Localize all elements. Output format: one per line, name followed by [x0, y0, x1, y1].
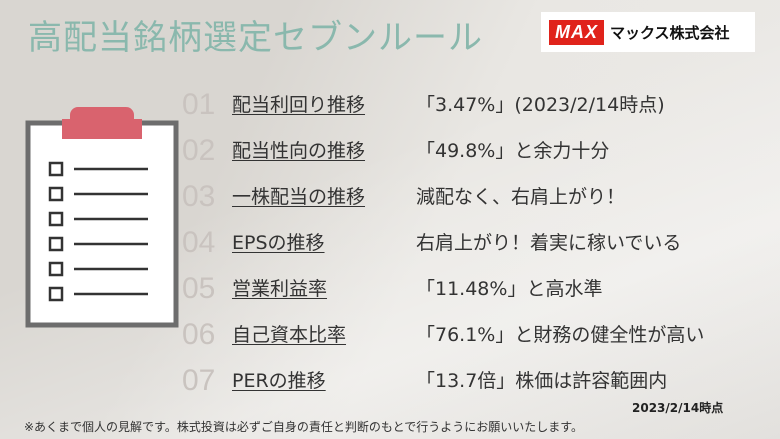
- rule-row-03: 03 一株配当の推移 減配なく、右肩上がり！: [182, 178, 772, 222]
- rule-label: 自己資本比率: [232, 324, 347, 346]
- rule-number: 05: [182, 272, 216, 305]
- rule-row-02: 02 配当性向の推移 「49.8%」と余力十分: [182, 132, 772, 176]
- rule-description: 「76.1%」と財務の健全性が高い: [416, 324, 705, 346]
- logo-mark: MAX: [549, 19, 604, 45]
- clipboard-checklist-icon: [22, 105, 182, 330]
- rule-description: 「49.8%」と余力十分: [416, 140, 610, 162]
- rule-description: 「13.7倍」株価は許容範囲内: [416, 370, 668, 392]
- as-of-date: 2023/2/14時点: [632, 401, 724, 415]
- rule-label: EPSの推移: [232, 232, 325, 254]
- rule-number: 02: [182, 134, 216, 167]
- rule-number: 07: [182, 364, 216, 397]
- rule-label: 配当性向の推移: [232, 140, 366, 162]
- rule-row-06: 06 自己資本比率 「76.1%」と財務の健全性が高い: [182, 316, 772, 360]
- rule-number: 04: [182, 226, 216, 259]
- rule-description: 右肩上がり！着実に稼いでいる: [416, 232, 682, 254]
- rule-description: 「11.48%」と高水準: [416, 278, 603, 300]
- rule-label: 営業利益率: [232, 278, 328, 300]
- rule-number: 03: [182, 180, 216, 213]
- page-title: 高配当銘柄選定セブンルール: [28, 18, 483, 58]
- rule-row-04: 04 EPSの推移 右肩上がり！着実に稼いでいる: [182, 224, 772, 268]
- rule-label: 一株配当の推移: [232, 186, 366, 208]
- rule-row-07: 07 PERの推移 「13.7倍」株価は許容範囲内: [182, 362, 772, 406]
- logo-company-name: マックス株式会社: [610, 23, 730, 42]
- rule-row-01: 01 配当利回り推移 「3.47%」(2023/2/14時点): [182, 86, 772, 130]
- rule-label: PERの推移: [232, 370, 326, 392]
- company-logo: MAX マックス株式会社: [541, 12, 755, 52]
- rule-number: 06: [182, 318, 216, 351]
- rule-description: 減配なく、右肩上がり！: [416, 186, 626, 208]
- rule-description: 「3.47%」(2023/2/14時点): [416, 94, 665, 116]
- rule-row-05: 05 営業利益率 「11.48%」と高水準: [182, 270, 772, 314]
- disclaimer-note: ※あくまで個人の見解です。株式投資は必ずご自身の責任と判断のもとで行うようにお願…: [24, 420, 584, 434]
- rule-label: 配当利回り推移: [232, 94, 366, 116]
- rule-number: 01: [182, 88, 216, 121]
